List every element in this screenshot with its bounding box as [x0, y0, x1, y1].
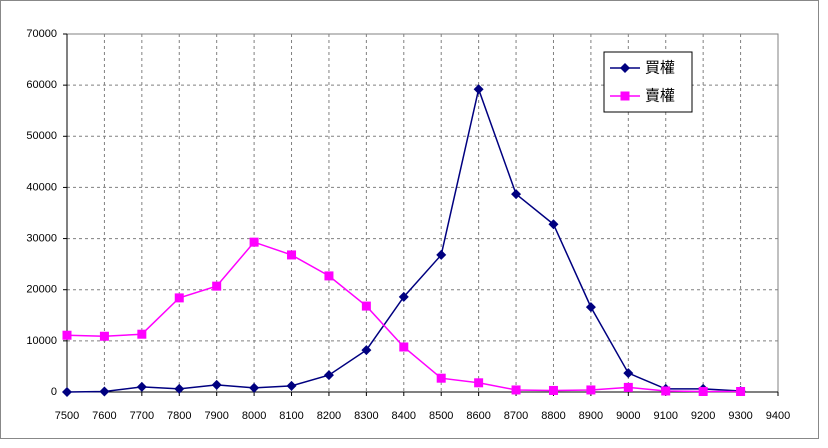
data-point — [436, 373, 446, 383]
data-point — [323, 370, 334, 381]
data-point — [623, 368, 634, 379]
data-point — [361, 345, 372, 356]
data-point — [62, 330, 72, 340]
data-point — [324, 271, 334, 281]
x-tick-label: 8900 — [579, 410, 603, 422]
data-point — [399, 342, 409, 352]
data-point — [99, 386, 110, 397]
y-tick-label: 70000 — [26, 28, 57, 40]
x-tick-label: 8300 — [354, 410, 378, 422]
x-tick-label: 8200 — [317, 410, 341, 422]
data-point — [136, 381, 147, 392]
y-tick-label: 20000 — [26, 284, 57, 296]
data-point — [361, 301, 371, 311]
x-tick-label: 9100 — [653, 410, 677, 422]
legend-marker — [620, 63, 630, 73]
legend-label: 買權 — [645, 59, 675, 77]
data-point — [736, 386, 746, 396]
data-point — [174, 293, 184, 303]
y-tick-label: 10000 — [26, 335, 57, 347]
x-tick-label: 9000 — [616, 410, 640, 422]
data-point — [548, 219, 559, 230]
x-tick-label: 9300 — [728, 410, 752, 422]
data-point — [585, 302, 596, 313]
data-point — [511, 189, 522, 200]
data-point — [511, 385, 521, 395]
data-point — [212, 281, 222, 291]
data-point — [436, 249, 447, 260]
data-point — [698, 386, 708, 396]
legend-box — [603, 51, 693, 113]
data-point — [286, 380, 297, 391]
data-point — [473, 84, 484, 95]
x-tick-label: 8700 — [504, 410, 528, 422]
x-tick-label: 8600 — [466, 410, 490, 422]
data-point — [661, 386, 671, 396]
y-tick-label: 50000 — [26, 130, 57, 142]
x-tick-label: 8800 — [541, 410, 565, 422]
data-point — [474, 378, 484, 388]
y-tick-label: 30000 — [26, 232, 57, 244]
data-point — [211, 379, 222, 390]
x-tick-label: 8400 — [392, 410, 416, 422]
data-point — [249, 382, 260, 393]
x-tick-label: 7700 — [130, 410, 154, 422]
data-point — [62, 387, 72, 397]
x-tick-label: 8000 — [242, 410, 266, 422]
x-tick-label: 7600 — [92, 410, 116, 422]
legend-label: 賣權 — [645, 87, 675, 105]
legend-marker — [620, 91, 630, 101]
data-point — [249, 237, 259, 247]
x-tick-label: 9400 — [766, 410, 790, 422]
data-point — [99, 331, 109, 341]
y-tick-label: 0 — [51, 386, 57, 398]
x-tick-label: 7900 — [204, 410, 228, 422]
data-point — [174, 383, 185, 394]
x-tick-label: 8500 — [429, 410, 453, 422]
data-point — [287, 250, 297, 260]
data-point — [137, 329, 147, 339]
y-tick-label: 60000 — [26, 79, 57, 91]
y-tick-label: 40000 — [26, 181, 57, 193]
data-point — [398, 291, 409, 302]
data-point — [586, 385, 596, 395]
data-point — [548, 385, 558, 395]
x-tick-label: 9200 — [691, 410, 715, 422]
x-tick-label: 8100 — [279, 410, 303, 422]
grid — [67, 34, 778, 392]
x-tick-label: 7500 — [55, 410, 79, 422]
x-tick-label: 7800 — [167, 410, 191, 422]
data-point — [623, 382, 633, 392]
